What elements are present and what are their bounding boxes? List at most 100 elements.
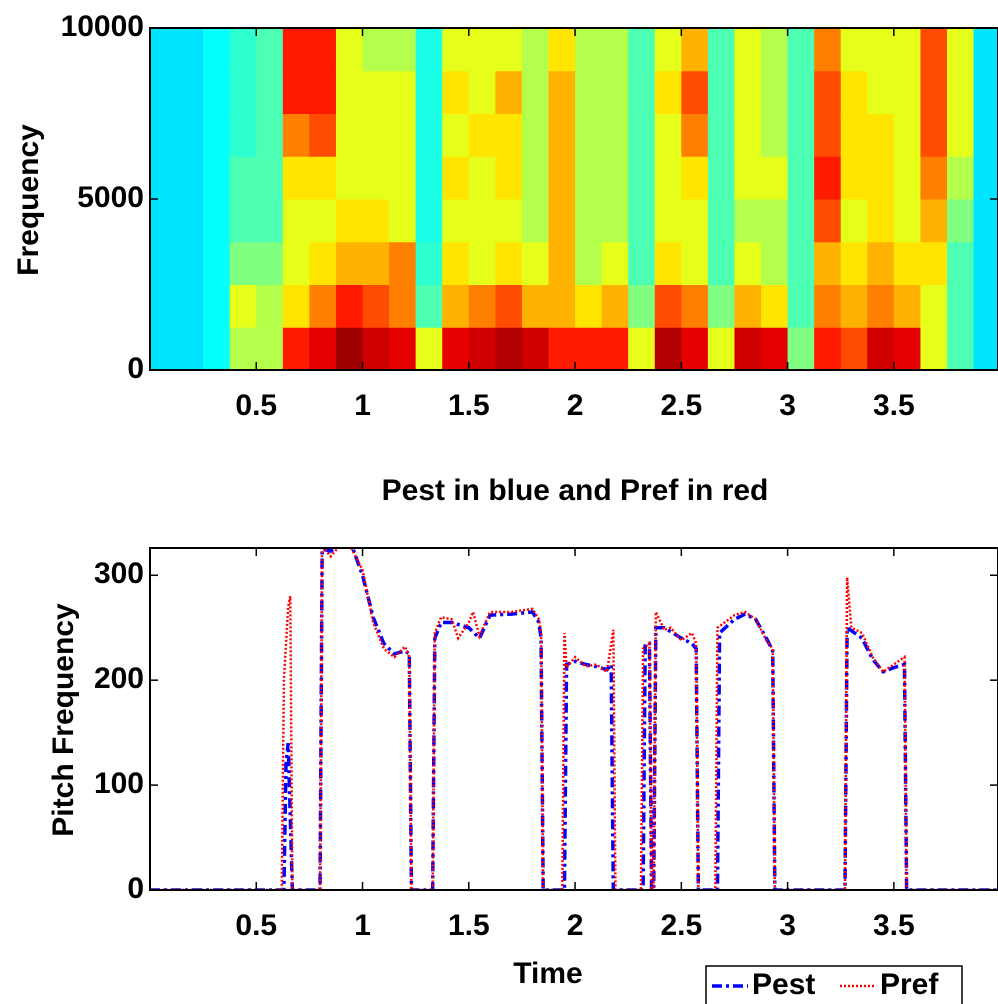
heatmap-cell: [920, 284, 948, 328]
heatmap-cell: [256, 113, 284, 157]
heatmap-cell: [442, 199, 470, 243]
y-tick-label: 300: [94, 557, 144, 590]
heatmap-cell: [468, 70, 496, 114]
heatmap-cell: [415, 70, 443, 114]
heatmap-cell: [282, 241, 310, 285]
heatmap-cell: [575, 113, 603, 157]
heatmap-cell: [335, 241, 364, 285]
heatmap-cell: [362, 156, 390, 200]
heatmap-cell: [920, 28, 948, 72]
heatmap-cell: [495, 284, 523, 328]
heatmap-cell: [309, 241, 337, 285]
heatmap-cell: [256, 199, 284, 243]
heatmap-cell: [415, 284, 443, 328]
heatmap-cell: [229, 327, 257, 370]
pitch-axes: 0.5 1 1.5 2 2.5 3 3.5 0 100 200 300: [94, 547, 998, 942]
heatmap-cell: [575, 241, 603, 285]
heatmap-cell: [787, 28, 815, 72]
heatmap-cell: [362, 327, 390, 370]
heatmap-cell: [442, 113, 470, 157]
heatmap-cell: [495, 241, 523, 285]
heatmap-cell: [309, 28, 337, 72]
heatmap-cell: [150, 327, 178, 370]
heatmap-cell: [256, 327, 284, 370]
heatmap-cell: [442, 241, 470, 285]
heatmap-cell: [654, 241, 682, 285]
heatmap-cell: [840, 28, 868, 72]
heatmap-cell: [628, 113, 656, 157]
heatmap-cell: [282, 156, 310, 200]
heatmap-cell: [814, 113, 842, 157]
heatmap-cell: [814, 284, 842, 328]
heatmap-cell: [761, 113, 789, 157]
plot-content: [150, 548, 998, 890]
heatmap-cell: [654, 70, 682, 114]
x-axis-label: Time: [513, 957, 582, 990]
heatmap-cell: [203, 199, 231, 243]
heatmap-cell: [521, 241, 549, 285]
heatmap-cell: [309, 327, 337, 370]
heatmap-cell: [389, 70, 417, 114]
heatmap-cell: [787, 327, 815, 370]
heatmap-cell: [920, 241, 948, 285]
heatmap-cell: [548, 199, 576, 243]
heatmap-cell: [893, 70, 921, 114]
heatmap-cell: [495, 28, 523, 72]
heatmap-cell: [442, 70, 470, 114]
heatmap-cell: [681, 199, 709, 243]
heatmap-cell: [867, 241, 895, 285]
heatmap-cell: [734, 327, 762, 370]
heatmap-cell: [389, 113, 417, 157]
x-tick-label: 3.5: [873, 389, 915, 422]
heatmap-cell: [761, 241, 789, 285]
heatmap-cell: [867, 199, 895, 243]
heatmap-cell: [787, 70, 815, 114]
heatmap-cell: [973, 156, 998, 200]
heatmap-cell: [973, 241, 998, 285]
heatmap-cell: [734, 241, 762, 285]
heatmap-cell: [176, 70, 204, 114]
heatmap-cell: [601, 327, 629, 370]
heatmap-cell: [335, 113, 364, 157]
heatmap-cell: [920, 199, 948, 243]
heatmap-cell: [893, 156, 921, 200]
heatmap-cell: [282, 327, 310, 370]
x-tick-label: 2: [567, 909, 584, 942]
heatmap-cell: [973, 199, 998, 243]
heatmap-cell: [229, 284, 257, 328]
heatmap-cell: [681, 241, 709, 285]
heatmap-cell: [282, 70, 310, 114]
heatmap-cell: [628, 28, 656, 72]
heatmap-cell: [415, 28, 443, 72]
legend-label: Pest: [752, 968, 815, 1001]
heatmap-cell: [601, 113, 629, 157]
heatmap-cell: [893, 28, 921, 72]
heatmap-cell: [575, 199, 603, 243]
heatmap-cell: [468, 241, 496, 285]
x-tick-label: 3.5: [873, 909, 915, 942]
heatmap-cell: [893, 284, 921, 328]
heatmap-cell: [442, 156, 470, 200]
heatmap-cell: [442, 284, 470, 328]
heatmap-cell: [867, 284, 895, 328]
heatmap-cell: [229, 28, 257, 72]
heatmap-cell: [176, 28, 204, 72]
heatmap-cell: [521, 327, 549, 370]
heatmap-cell: [973, 284, 998, 328]
x-tick-label: 1: [354, 389, 371, 422]
heatmap-cell: [707, 70, 735, 114]
x-tick-label: 1.5: [448, 909, 490, 942]
heatmap-cell: [256, 284, 284, 328]
heatmap-cell: [893, 113, 921, 157]
heatmap-cell: [920, 113, 948, 157]
heatmap-cell: [707, 28, 735, 72]
heatmap-cell: [654, 113, 682, 157]
heatmap-cell: [495, 327, 523, 370]
heatmap-cell: [946, 156, 975, 200]
heatmap-cell: [707, 327, 735, 370]
heatmap-cell: [150, 284, 178, 328]
heatmap-cell: [548, 241, 576, 285]
heatmap-cell: [893, 241, 921, 285]
heatmap-cell: [814, 327, 842, 370]
